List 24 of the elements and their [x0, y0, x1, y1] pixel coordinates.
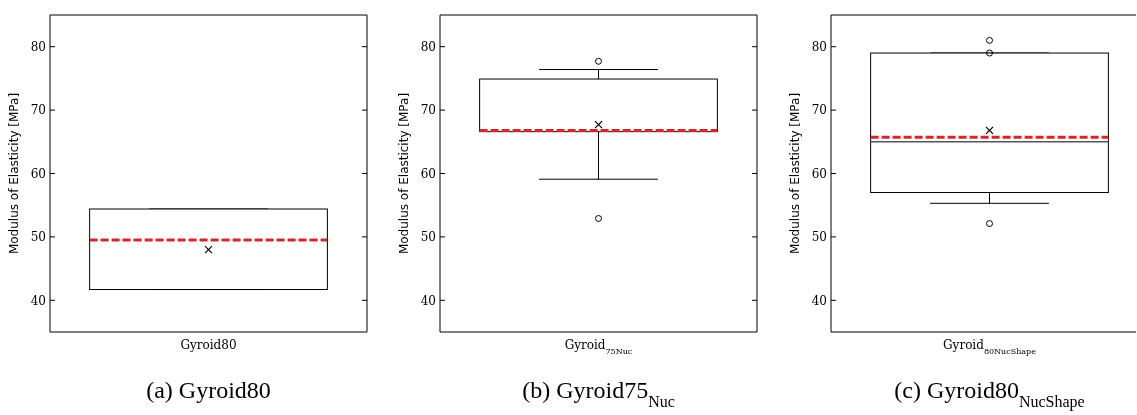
y-tick-label: 50: [30, 230, 46, 245]
y-tick-label: 50: [420, 230, 436, 245]
text: (a) Gyroid80: [146, 377, 271, 403]
y-axis-title: Modulus of Elasticity [MPa]: [7, 92, 21, 255]
y-tick-label: 80: [420, 39, 436, 54]
y-axis-title: Modulus of Elasticity [MPa]: [397, 92, 411, 255]
y-tick-label: 70: [811, 103, 827, 118]
y-tick-label: 60: [30, 166, 46, 181]
y-tick-label: 60: [420, 166, 436, 181]
y-tick-label: 50: [811, 230, 827, 245]
y-tick-label: 40: [811, 293, 827, 308]
y-tick-label: 80: [811, 39, 827, 54]
y-tick-label: 80: [30, 39, 46, 54]
y-tick-label: 70: [420, 103, 436, 118]
y-axis-title: Modulus of Elasticity [MPa]: [788, 92, 802, 255]
x-tick-label: Gyroid$_{75Nuc}$: [564, 338, 633, 356]
text: (b) Gyroid75$_{Nuc}$: [522, 377, 675, 410]
text: (c) Gyroid80$_{NucShape}$: [894, 377, 1085, 411]
y-tick-label: 40: [30, 293, 46, 308]
y-tick-label: 70: [30, 103, 46, 118]
y-tick-label: 60: [811, 166, 827, 181]
x-tick-label: Gyroid$_{80NucShape}$: [943, 338, 1037, 356]
x-tick-label: Gyroid80: [180, 338, 237, 352]
y-tick-label: 40: [420, 293, 436, 308]
